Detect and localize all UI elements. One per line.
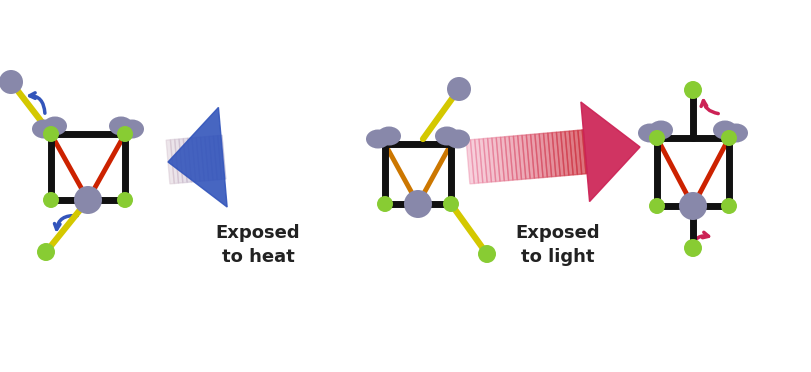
- Polygon shape: [166, 140, 174, 184]
- Polygon shape: [466, 140, 474, 184]
- Polygon shape: [573, 130, 581, 174]
- Polygon shape: [170, 140, 178, 183]
- Polygon shape: [183, 138, 191, 182]
- Ellipse shape: [712, 121, 736, 140]
- Polygon shape: [521, 135, 530, 179]
- Polygon shape: [491, 138, 500, 182]
- Ellipse shape: [435, 126, 458, 145]
- Circle shape: [648, 130, 664, 146]
- Circle shape: [37, 243, 55, 261]
- Circle shape: [648, 198, 664, 214]
- Circle shape: [678, 192, 706, 220]
- Polygon shape: [581, 129, 586, 174]
- Polygon shape: [470, 140, 478, 183]
- Circle shape: [376, 196, 393, 212]
- Circle shape: [720, 198, 736, 214]
- Ellipse shape: [366, 129, 389, 148]
- Ellipse shape: [445, 129, 470, 148]
- Ellipse shape: [376, 126, 401, 145]
- Polygon shape: [208, 136, 217, 180]
- Circle shape: [446, 77, 470, 101]
- Polygon shape: [168, 108, 227, 207]
- Circle shape: [443, 196, 458, 212]
- Circle shape: [74, 186, 102, 214]
- Polygon shape: [526, 134, 534, 179]
- Polygon shape: [204, 136, 212, 180]
- Polygon shape: [577, 130, 586, 174]
- Polygon shape: [534, 134, 543, 178]
- Circle shape: [478, 245, 496, 263]
- Ellipse shape: [109, 116, 133, 135]
- Circle shape: [683, 239, 702, 257]
- Circle shape: [43, 126, 59, 142]
- Polygon shape: [543, 133, 551, 177]
- Circle shape: [720, 130, 736, 146]
- Circle shape: [117, 126, 133, 142]
- Polygon shape: [487, 138, 495, 182]
- Polygon shape: [483, 138, 491, 182]
- Polygon shape: [191, 138, 200, 182]
- Polygon shape: [530, 134, 538, 178]
- Polygon shape: [551, 132, 560, 176]
- Polygon shape: [213, 135, 221, 180]
- Circle shape: [683, 81, 702, 99]
- Polygon shape: [174, 139, 182, 183]
- Circle shape: [43, 192, 59, 208]
- Circle shape: [404, 190, 431, 218]
- Polygon shape: [196, 137, 204, 181]
- Polygon shape: [569, 131, 577, 175]
- Polygon shape: [504, 136, 513, 180]
- Ellipse shape: [120, 119, 144, 138]
- Polygon shape: [517, 135, 526, 179]
- Ellipse shape: [648, 121, 672, 140]
- Polygon shape: [200, 137, 208, 181]
- Ellipse shape: [43, 116, 67, 135]
- Polygon shape: [478, 139, 487, 183]
- Ellipse shape: [637, 124, 661, 142]
- Polygon shape: [500, 137, 508, 181]
- Text: Exposed
to light: Exposed to light: [515, 224, 599, 266]
- Polygon shape: [513, 135, 521, 180]
- Polygon shape: [564, 131, 573, 175]
- Polygon shape: [547, 132, 556, 177]
- Polygon shape: [580, 102, 639, 202]
- Ellipse shape: [32, 119, 56, 138]
- Ellipse shape: [723, 124, 747, 142]
- Polygon shape: [474, 139, 483, 183]
- Polygon shape: [539, 133, 547, 177]
- Polygon shape: [508, 136, 517, 180]
- Text: Exposed
to heat: Exposed to heat: [216, 224, 300, 266]
- Polygon shape: [560, 131, 569, 176]
- Circle shape: [0, 70, 23, 94]
- Polygon shape: [178, 139, 187, 183]
- Polygon shape: [217, 135, 225, 179]
- Polygon shape: [187, 138, 195, 182]
- Circle shape: [117, 192, 133, 208]
- Polygon shape: [556, 132, 564, 176]
- Polygon shape: [496, 137, 504, 181]
